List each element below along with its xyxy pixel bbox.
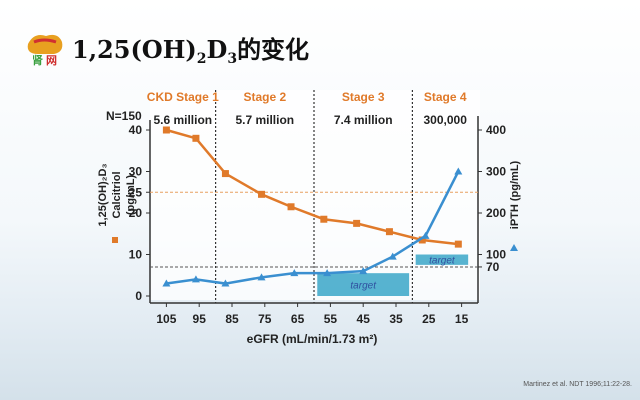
x-tick-label-3: 75 bbox=[258, 312, 272, 326]
y-left-tick-label-1: 10 bbox=[129, 248, 143, 262]
target-box-0 bbox=[317, 273, 410, 296]
y-left-label-line-3: (pg/mL) bbox=[125, 175, 137, 216]
y-left-tick-label-4: 30 bbox=[129, 165, 143, 179]
series-0-point-3 bbox=[258, 190, 266, 198]
series-0-point-0 bbox=[162, 126, 170, 134]
chart-dynamic-layer: target target CKD Stage 1 5.6 million Stage … bbox=[129, 90, 518, 326]
x-tick-label-6: 45 bbox=[357, 312, 371, 326]
series-0-point-8 bbox=[418, 236, 426, 244]
series-1-point-2 bbox=[221, 279, 230, 287]
y-right-tick-label-2: 200 bbox=[486, 206, 506, 220]
series-0-point-5 bbox=[320, 215, 328, 223]
page-title: 1,25(OH)2D3的变化 bbox=[72, 35, 310, 67]
series-1-point-3 bbox=[257, 273, 266, 281]
y-right-tick-label-4: 400 bbox=[486, 123, 506, 137]
stage-count-3: 300,000 bbox=[424, 113, 468, 127]
stage-label-1: Stage 2 bbox=[243, 90, 286, 104]
series-line-0 bbox=[166, 128, 459, 246]
svg-text:肾: 肾 bbox=[32, 53, 43, 66]
right-legend-marker bbox=[510, 244, 518, 251]
china-kidney-logo-icon: 肾 网 bbox=[27, 34, 63, 66]
x-tick-label-1: 95 bbox=[193, 312, 207, 326]
stage-label-0: CKD Stage 1 bbox=[147, 90, 219, 104]
series-1-point-7 bbox=[388, 252, 397, 260]
plot-area bbox=[150, 90, 480, 300]
series-1-point-5 bbox=[323, 269, 332, 277]
series-0-point-2 bbox=[221, 170, 229, 178]
stage-count-1: 5.7 million bbox=[235, 113, 294, 127]
x-tick-label-0: 105 bbox=[156, 312, 176, 326]
n-label: N=150 bbox=[106, 109, 142, 123]
series-line-1 bbox=[166, 170, 460, 285]
x-tick-label-4: 65 bbox=[291, 312, 305, 326]
y-left-tick-label-5: 40 bbox=[129, 123, 143, 137]
citation: Martinez et al. NDT 1996;11:22-28. bbox=[523, 381, 632, 388]
series-1-point-0 bbox=[162, 279, 171, 287]
x-tick-label-5: 55 bbox=[324, 312, 338, 326]
y-right-label: iPTH (pg/mL) bbox=[509, 160, 521, 229]
y-left-label-line-1: 1,25(OH)₂D₃ bbox=[97, 163, 109, 226]
y-left-tick-label-0: 0 bbox=[135, 289, 142, 303]
x-tick-label-8: 25 bbox=[422, 312, 436, 326]
y-right-label-text: iPTH (pg/mL) bbox=[509, 160, 521, 229]
x-axis-label: eGFR (mL/min/1.73 m²) bbox=[247, 332, 378, 346]
series-1-point-6 bbox=[359, 267, 368, 275]
target-label-1: target bbox=[429, 256, 456, 267]
stage-label-2: Stage 3 bbox=[342, 90, 385, 104]
series-1-point-1 bbox=[191, 275, 200, 283]
series-0-point-6 bbox=[353, 219, 361, 227]
series-0-point-1 bbox=[192, 134, 200, 142]
y-right-tick-label-3: 300 bbox=[486, 165, 506, 179]
stage-count-2: 7.4 million bbox=[334, 113, 393, 127]
y-right-tick-label-1: 100 bbox=[486, 248, 506, 262]
x-tick-label-9: 15 bbox=[455, 312, 469, 326]
stage-count-0: 5.6 million bbox=[153, 113, 212, 127]
x-tick-label-2: 85 bbox=[225, 312, 239, 326]
target-label-0: target bbox=[350, 281, 377, 292]
series-1-point-4 bbox=[290, 269, 299, 277]
y-left-label: 1,25(OH)₂D₃ Calcitriol (pg/mL) bbox=[97, 163, 137, 226]
series-1-point-8 bbox=[421, 231, 430, 239]
stage-label-3: Stage 4 bbox=[424, 90, 467, 104]
y-left-tick-label-2: 20 bbox=[129, 206, 143, 220]
series-0-point-9 bbox=[454, 240, 462, 248]
series-1-point-9 bbox=[454, 167, 463, 175]
target-box-1 bbox=[415, 254, 469, 265]
x-tick-label-7: 35 bbox=[389, 312, 403, 326]
y-left-tick-label-3: 25 bbox=[129, 185, 143, 199]
series-0-point-4 bbox=[287, 203, 295, 211]
y-left-label-line-2: Calcitriol bbox=[111, 171, 123, 218]
svg-text:网: 网 bbox=[46, 54, 57, 66]
y-right-tick-label-0: 70 bbox=[486, 260, 500, 274]
series-0-point-7 bbox=[385, 228, 393, 236]
left-legend-marker bbox=[112, 237, 118, 243]
